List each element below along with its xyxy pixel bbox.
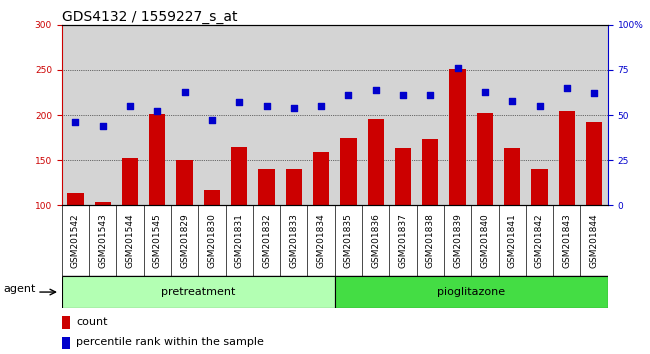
Bar: [67, 193, 84, 296]
Bar: [340, 138, 357, 296]
Bar: [149, 114, 166, 296]
Text: GSM201545: GSM201545: [153, 213, 162, 268]
Text: GSM201843: GSM201843: [562, 213, 571, 268]
Text: pioglitazone: pioglitazone: [437, 287, 505, 297]
Point: [70, 119, 81, 125]
Bar: [62, 276, 335, 308]
Point: [207, 118, 217, 123]
Text: GSM201844: GSM201844: [590, 213, 599, 268]
Text: GSM201839: GSM201839: [453, 213, 462, 268]
Text: GSM201838: GSM201838: [426, 213, 435, 268]
Point: [234, 99, 244, 105]
Point: [261, 103, 272, 109]
Text: GSM201831: GSM201831: [235, 213, 244, 268]
Text: GSM201842: GSM201842: [535, 213, 544, 268]
Bar: [367, 119, 384, 296]
Point: [534, 103, 545, 109]
Bar: [231, 147, 248, 296]
Bar: [258, 169, 275, 296]
Point: [398, 92, 408, 98]
Bar: [335, 276, 608, 308]
Point: [98, 123, 108, 129]
Text: GSM201543: GSM201543: [98, 213, 107, 268]
Text: GSM201834: GSM201834: [317, 213, 326, 268]
Bar: [176, 160, 193, 296]
Bar: [62, 337, 70, 349]
Point: [562, 85, 572, 91]
Text: GSM201542: GSM201542: [71, 213, 80, 268]
Bar: [531, 169, 548, 296]
Point: [316, 103, 326, 109]
Text: percentile rank within the sample: percentile rank within the sample: [77, 337, 265, 348]
Bar: [203, 190, 220, 296]
Bar: [395, 148, 411, 296]
Point: [343, 92, 354, 98]
Point: [507, 98, 517, 103]
Text: GSM201830: GSM201830: [207, 213, 216, 268]
Point: [425, 92, 436, 98]
Point: [480, 89, 490, 95]
Bar: [122, 158, 138, 296]
Bar: [62, 316, 70, 329]
Text: GDS4132 / 1559227_s_at: GDS4132 / 1559227_s_at: [62, 10, 237, 24]
Text: GSM201829: GSM201829: [180, 213, 189, 268]
Text: GSM201835: GSM201835: [344, 213, 353, 268]
Text: GSM201836: GSM201836: [371, 213, 380, 268]
Bar: [586, 122, 603, 296]
Bar: [94, 202, 111, 296]
Point: [152, 109, 162, 114]
Bar: [558, 112, 575, 296]
Text: GSM201840: GSM201840: [480, 213, 489, 268]
Point: [179, 89, 190, 95]
Bar: [504, 148, 521, 296]
Point: [289, 105, 299, 111]
Text: GSM201544: GSM201544: [125, 213, 135, 268]
Bar: [422, 139, 439, 296]
Text: GSM201832: GSM201832: [262, 213, 271, 268]
Text: count: count: [77, 317, 108, 327]
Text: pretreatment: pretreatment: [161, 287, 235, 297]
Bar: [449, 69, 466, 296]
Text: GSM201841: GSM201841: [508, 213, 517, 268]
Bar: [285, 169, 302, 296]
Point: [370, 87, 381, 93]
Text: GSM201837: GSM201837: [398, 213, 408, 268]
Point: [125, 103, 135, 109]
Text: GSM201833: GSM201833: [289, 213, 298, 268]
Bar: [476, 113, 493, 296]
Text: agent: agent: [3, 284, 36, 294]
Point: [589, 91, 599, 96]
Bar: [313, 152, 330, 296]
Point: [452, 65, 463, 71]
